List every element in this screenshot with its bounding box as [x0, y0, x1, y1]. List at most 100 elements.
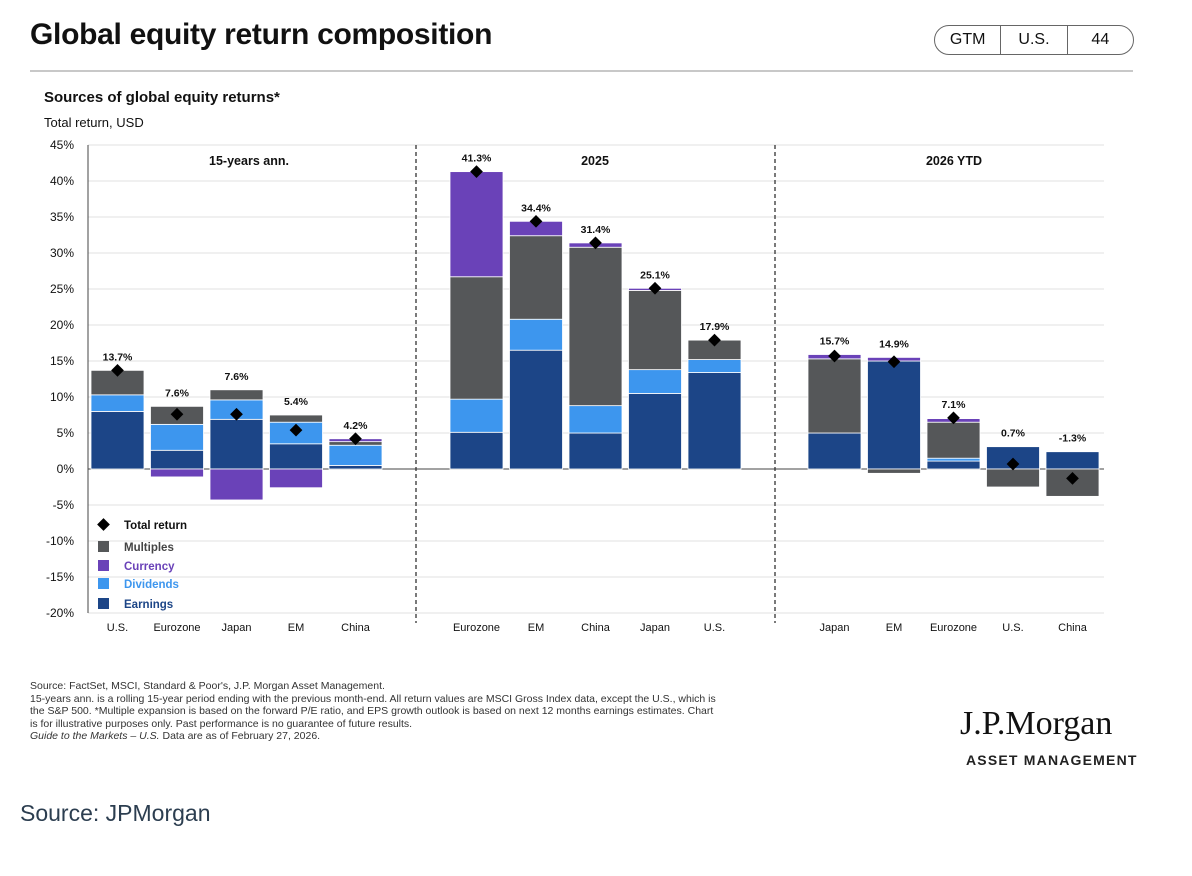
- total-data-label: 4.2%: [344, 420, 369, 432]
- jpmorgan-logo: J.P.Morgan: [960, 705, 1113, 742]
- earnings-segment: [867, 360, 921, 470]
- multiples-segment: [926, 421, 981, 459]
- footnote-line: Guide to the Markets – U.S. Data are as …: [30, 730, 950, 743]
- x-tick-label: Eurozone: [453, 622, 500, 634]
- total-data-label: 31.4%: [581, 224, 611, 236]
- gtm-badge: GTM U.S. 44: [934, 25, 1134, 55]
- total-data-label: 41.3%: [462, 153, 492, 165]
- legend-swatch-currency: [98, 560, 109, 571]
- dividends-segment: [628, 369, 682, 394]
- total-data-label: 13.7%: [103, 351, 133, 363]
- total-data-label: 7.1%: [942, 399, 967, 411]
- y-tick-label: -15%: [46, 570, 74, 584]
- multiples-segment: [628, 290, 682, 371]
- x-tick-label: Japan: [222, 622, 252, 634]
- currency-segment: [269, 468, 323, 489]
- currency-segment: [449, 171, 504, 278]
- total-data-label: 34.4%: [521, 202, 551, 214]
- guide-title: Guide to the Markets – U.S.: [30, 730, 160, 742]
- dividends-segment: [926, 457, 981, 462]
- y-tick-label: 40%: [50, 174, 74, 188]
- footnote-line: the S&P 500. *Multiple expansion is base…: [30, 705, 714, 717]
- legend-label-multiples: Multiples: [124, 542, 174, 554]
- x-tick-label: EM: [288, 622, 305, 634]
- tag-page: 44: [1066, 26, 1133, 54]
- earnings-segment: [509, 349, 563, 470]
- x-tick-label: U.S.: [1002, 622, 1023, 634]
- total-data-label: 15.7%: [820, 336, 850, 348]
- footnote-line: 15-years ann. is a rolling 15-year perio…: [30, 692, 716, 705]
- dividends-segment: [328, 444, 383, 466]
- x-tick-label: U.S.: [107, 622, 128, 634]
- multiples-segment: [449, 276, 504, 400]
- x-tick-label: China: [341, 622, 371, 634]
- x-tick-label: Eurozone: [930, 622, 977, 634]
- total-data-label: 0.7%: [1001, 428, 1026, 440]
- page-title: Global equity return composition: [30, 18, 493, 51]
- multiples-segment: [807, 358, 862, 434]
- currency-segment: [209, 468, 264, 501]
- y-tick-label: -5%: [53, 498, 75, 512]
- multiples-segment: [209, 389, 264, 401]
- x-tick-label: Japan: [640, 622, 670, 634]
- total-return-marker: [470, 165, 483, 179]
- earnings-segment: [328, 464, 383, 470]
- y-tick-label: 15%: [50, 354, 74, 368]
- y-tick-label: -10%: [46, 534, 74, 548]
- dividends-segment: [687, 359, 742, 373]
- y-tick-label: 20%: [50, 318, 74, 332]
- footnotes: Source: FactSet, MSCI, Standard & Poor's…: [30, 680, 950, 743]
- legend-total-marker: [97, 518, 110, 531]
- total-data-label: 5.4%: [284, 396, 309, 408]
- earnings-segment: [687, 372, 742, 470]
- total-return-marker: [170, 407, 184, 421]
- x-tick-label: U.S.: [704, 622, 725, 634]
- y-tick-label: 5%: [57, 426, 75, 440]
- dividends-segment: [509, 318, 563, 351]
- data-date: Data are as of February 27, 2026.: [159, 730, 321, 742]
- earnings-segment: [209, 418, 264, 470]
- dividends-segment: [449, 398, 504, 433]
- earnings-segment: [449, 431, 504, 470]
- tag-region: U.S.: [1000, 26, 1066, 54]
- y-tick-label: 10%: [50, 390, 74, 404]
- multiples-segment: [986, 468, 1040, 488]
- legend-swatch-earnings: [98, 598, 109, 609]
- y-tick-label: 35%: [50, 210, 74, 224]
- legend-swatch-dividends: [98, 578, 109, 589]
- legend-label-total: Total return: [124, 520, 187, 532]
- x-tick-label: EM: [528, 622, 545, 634]
- earnings-segment: [926, 460, 981, 470]
- footnote-line: Source: FactSet, MSCI, Standard & Poor's…: [30, 680, 385, 692]
- multiples-segment: [867, 468, 921, 474]
- dividends-segment: [150, 423, 204, 451]
- dividends-segment: [90, 394, 145, 412]
- total-return-marker: [111, 363, 124, 377]
- total-data-label: 25.1%: [640, 269, 670, 281]
- asset-management-label: ASSET MANAGEMENT: [966, 752, 1138, 768]
- earnings-segment: [568, 432, 623, 470]
- tag-gtm: GTM: [949, 31, 986, 48]
- earnings-segment: [150, 449, 204, 470]
- multiples-segment: [568, 246, 623, 407]
- footnote-line: is for illustrative purposes only. Past …: [30, 717, 413, 730]
- chart-unit: Total return, USD: [44, 115, 144, 130]
- total-data-label: 14.9%: [879, 338, 909, 350]
- source-caption: Source: JPMorgan: [20, 800, 211, 826]
- x-tick-label: EM: [886, 622, 903, 634]
- legend-label-currency: Currency: [124, 561, 175, 573]
- total-data-label: -1.3%: [1059, 433, 1087, 445]
- panel-title: 15-years ann.: [209, 154, 289, 168]
- multiples-segment: [509, 235, 563, 320]
- earnings-segment: [1045, 451, 1100, 470]
- earnings-segment: [807, 432, 862, 470]
- y-tick-label: 45%: [50, 138, 74, 152]
- earnings-segment: [269, 443, 323, 470]
- currency-segment: [150, 468, 204, 478]
- legend-label-earnings: Earnings: [124, 599, 173, 611]
- dividends-segment: [568, 405, 623, 434]
- y-tick-label: -20%: [46, 606, 74, 620]
- title-divider: [30, 70, 1133, 72]
- y-tick-label: 30%: [50, 246, 74, 260]
- x-tick-label: Japan: [820, 622, 850, 634]
